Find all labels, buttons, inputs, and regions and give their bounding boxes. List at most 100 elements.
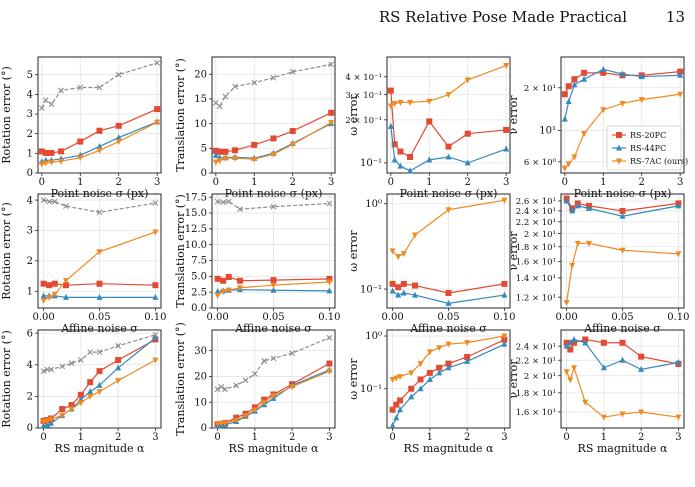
x-axis-label: Point noise σ (px)	[400, 187, 498, 200]
y-tick-label: 15	[194, 94, 207, 105]
data-point	[445, 153, 452, 160]
x-axis-label: Affine noise σ	[234, 322, 312, 335]
series-rs-44pc	[40, 334, 159, 429]
y-axis-label: Rotation error (°)	[0, 66, 13, 164]
data-point	[445, 364, 452, 371]
data-point	[393, 375, 400, 382]
data-point	[251, 141, 258, 148]
series-line	[217, 200, 330, 210]
data-point	[389, 280, 396, 287]
data-point	[115, 139, 122, 146]
x-tick-label: 0	[213, 177, 219, 188]
data-point	[40, 297, 47, 304]
data-point	[152, 229, 159, 236]
data-point	[391, 156, 398, 163]
series-rs-7ac-ours	[214, 279, 333, 299]
series-rs-44pc	[563, 335, 682, 372]
data-point	[411, 291, 418, 298]
data-point	[600, 414, 607, 421]
data-point	[62, 278, 69, 285]
series-baseline	[38, 60, 161, 112]
data-point	[152, 200, 159, 207]
y-tick-label: 6	[27, 328, 33, 339]
y-tick-label: 1.2 × 10¹	[516, 293, 556, 303]
series-rs-20pc	[38, 106, 161, 156]
data-point	[62, 293, 69, 300]
data-point	[567, 346, 574, 353]
axes-border	[560, 193, 685, 309]
x-tick-label: 3	[326, 432, 332, 443]
data-point	[389, 248, 396, 255]
data-point	[619, 247, 626, 254]
data-point	[600, 339, 607, 346]
data-point	[51, 291, 58, 298]
y-tick-label: 0	[201, 423, 207, 434]
data-point	[445, 207, 452, 214]
axes-border	[211, 193, 336, 309]
data-point	[445, 143, 452, 150]
data-point	[44, 418, 51, 425]
x-tick-label: 2	[116, 177, 122, 188]
data-point	[87, 393, 94, 400]
data-point	[675, 414, 682, 421]
y-tick-label: 6 × 10⁰	[524, 158, 557, 168]
data-point	[675, 202, 682, 209]
series-rs-7ac-ours	[214, 368, 333, 427]
series-rs-20pc	[387, 87, 510, 160]
data-point	[395, 284, 402, 291]
x-tick-label: 0	[389, 432, 395, 443]
data-point	[417, 385, 424, 392]
y-tick-label: 2 × 10¹	[524, 230, 556, 240]
x-tick-label: 3	[677, 177, 683, 188]
data-point	[389, 406, 396, 413]
data-point	[501, 291, 508, 298]
data-point	[563, 197, 570, 204]
data-point	[96, 389, 103, 396]
y-tick-label: 5.0	[191, 272, 207, 283]
data-point	[600, 364, 607, 371]
data-point	[391, 141, 398, 148]
x-tick-label: 1	[77, 177, 83, 188]
data-point	[212, 151, 219, 158]
data-point	[59, 412, 66, 419]
data-point	[503, 126, 510, 133]
data-point	[567, 377, 574, 384]
x-tick-label: 3	[501, 432, 507, 443]
data-point	[38, 105, 45, 112]
x-axis-label: RS magnitude α	[578, 442, 669, 455]
y-tick-label: 1.8 × 10¹	[516, 389, 556, 399]
data-point	[233, 382, 240, 389]
series-rs-7ac-ours	[38, 119, 161, 168]
series-rs-44pc	[38, 118, 161, 165]
x-tick-label: 2	[290, 177, 296, 188]
data-point	[96, 293, 103, 300]
data-point	[426, 98, 433, 105]
y-tick-label: 10⁻¹	[360, 284, 382, 295]
y-tick-label: 2.4 × 10¹	[516, 207, 556, 217]
subplot-7: 10⁻¹ 10⁰ 0.00 0.05 0.10 Affine noise σ ω error	[347, 193, 516, 335]
data-point	[77, 155, 84, 162]
data-point	[218, 420, 225, 427]
data-point	[289, 384, 296, 391]
data-point	[270, 135, 277, 142]
y-tick-label: 2.2 × 10¹	[516, 218, 556, 228]
y-tick-label: 12.5	[185, 224, 207, 235]
y-tick-label: 15.0	[185, 208, 207, 219]
y-tick-label: 0	[27, 168, 33, 179]
data-point	[411, 282, 418, 289]
x-tick-label: 0.00	[381, 312, 403, 323]
y-tick-label: 2	[27, 129, 33, 140]
data-point	[40, 292, 47, 299]
data-point	[270, 286, 277, 293]
data-point	[445, 341, 452, 348]
series-rs-7ac-ours	[40, 229, 159, 304]
data-point	[675, 251, 682, 258]
data-point	[677, 91, 684, 98]
axes-border	[37, 56, 162, 174]
y-tick-label: 30	[194, 346, 207, 357]
data-point	[326, 334, 333, 341]
legend: RS-20PC RS-44PC RS-7AC (ours)	[606, 125, 688, 171]
data-point	[96, 147, 103, 154]
data-point	[328, 109, 335, 116]
series-baseline	[212, 61, 335, 110]
